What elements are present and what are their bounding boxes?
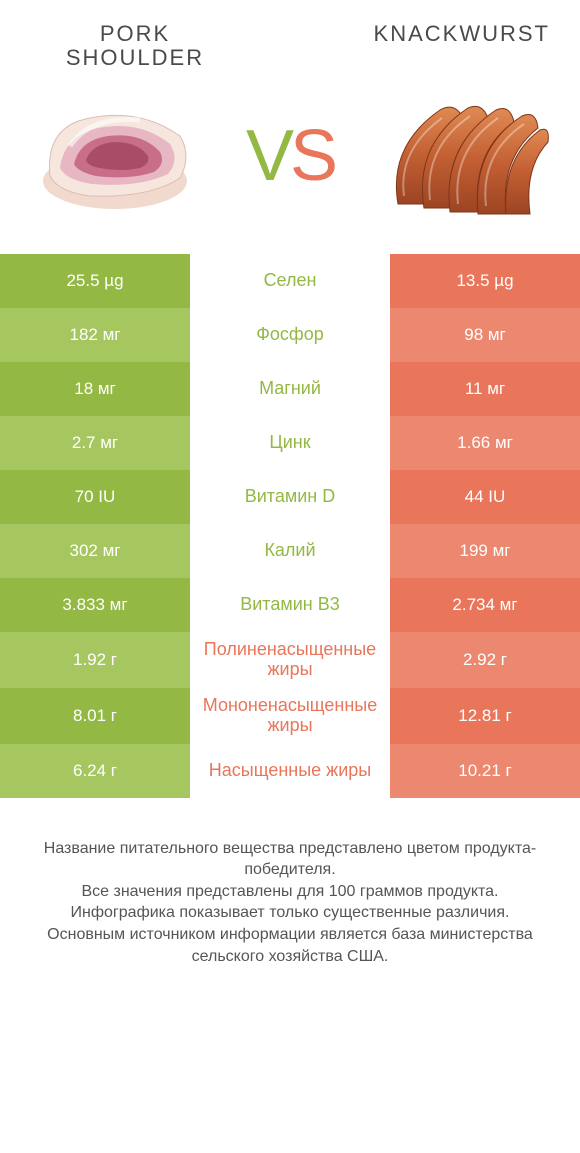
- value-left: 2.7 мг: [0, 416, 190, 470]
- value-right: 44 IU: [390, 470, 580, 524]
- value-left: 25.5 µg: [0, 254, 190, 308]
- footer-line: Название питательного вещества представл…: [20, 838, 560, 881]
- value-left: 18 мг: [0, 362, 190, 416]
- value-left: 182 мг: [0, 308, 190, 362]
- value-right: 12.81 г: [390, 688, 580, 744]
- footer-line: Основным источником информации является …: [20, 924, 560, 967]
- nutrient-table: 25.5 µgСелен13.5 µg182 мгФосфор98 мг18 м…: [0, 254, 580, 797]
- nutrient-label: Фосфор: [190, 308, 390, 362]
- value-right: 199 мг: [390, 524, 580, 578]
- nutrient-label: Полиненасыщенные жиры: [190, 632, 390, 688]
- table-row: 3.833 мгВитамин B32.734 мг: [0, 578, 580, 632]
- table-row: 6.24 гНасыщенные жиры10.21 г: [0, 744, 580, 798]
- value-right: 13.5 µg: [390, 254, 580, 308]
- value-left: 1.92 г: [0, 632, 190, 688]
- value-left: 70 IU: [0, 470, 190, 524]
- title-right: Knackwurst: [310, 22, 550, 70]
- value-right: 1.66 мг: [390, 416, 580, 470]
- vs-label: VS: [246, 115, 334, 197]
- table-row: 1.92 гПолиненасыщенные жиры2.92 г: [0, 632, 580, 688]
- nutrient-label: Магний: [190, 362, 390, 416]
- value-right: 98 мг: [390, 308, 580, 362]
- nutrient-label: Мононенасыщенные жиры: [190, 688, 390, 744]
- value-left: 8.01 г: [0, 688, 190, 744]
- hero: VS: [0, 78, 580, 254]
- title-left: Pork shoulder: [30, 22, 240, 70]
- nutrient-label: Цинк: [190, 416, 390, 470]
- vs-v: V: [246, 116, 290, 196]
- table-row: 25.5 µgСелен13.5 µg: [0, 254, 580, 308]
- nutrient-label: Калий: [190, 524, 390, 578]
- footer-line: Инфографика показывает только существенн…: [20, 902, 560, 924]
- value-left: 6.24 г: [0, 744, 190, 798]
- value-right: 2.734 мг: [390, 578, 580, 632]
- value-left: 3.833 мг: [0, 578, 190, 632]
- header: Pork shoulder Knackwurst: [0, 0, 580, 78]
- table-row: 70 IUВитамин D44 IU: [0, 470, 580, 524]
- vs-s: S: [290, 116, 334, 196]
- value-left: 302 мг: [0, 524, 190, 578]
- nutrient-label: Витамин B3: [190, 578, 390, 632]
- table-row: 302 мгКалий199 мг: [0, 524, 580, 578]
- value-right: 2.92 г: [390, 632, 580, 688]
- nutrient-label: Витамин D: [190, 470, 390, 524]
- value-right: 10.21 г: [390, 744, 580, 798]
- value-right: 11 мг: [390, 362, 580, 416]
- table-row: 8.01 гМононенасыщенные жиры12.81 г: [0, 688, 580, 744]
- footer-line: Все значения представлены для 100 граммо…: [20, 881, 560, 903]
- table-row: 182 мгФосфор98 мг: [0, 308, 580, 362]
- table-row: 18 мгМагний11 мг: [0, 362, 580, 416]
- pork-shoulder-image: [30, 86, 200, 226]
- table-row: 2.7 мгЦинк1.66 мг: [0, 416, 580, 470]
- footer-notes: Название питательного вещества представл…: [0, 798, 580, 968]
- knackwurst-image: [380, 86, 550, 226]
- nutrient-label: Насыщенные жиры: [190, 744, 390, 798]
- nutrient-label: Селен: [190, 254, 390, 308]
